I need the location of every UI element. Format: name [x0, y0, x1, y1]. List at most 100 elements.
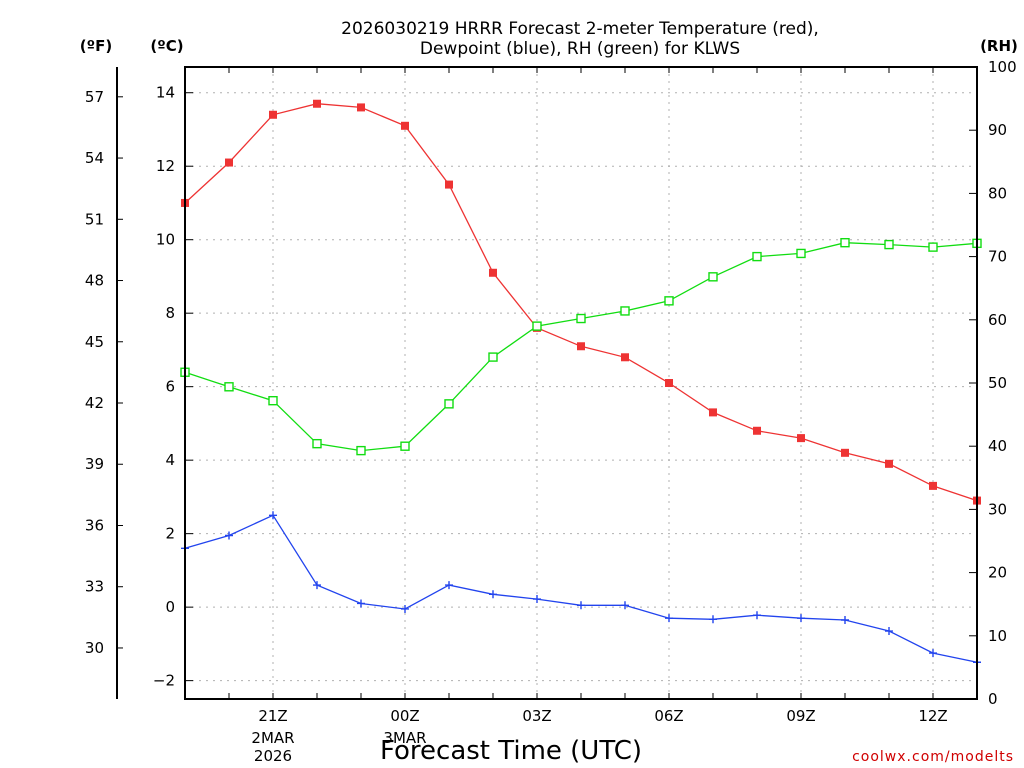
f-tick-label: 42 — [85, 394, 104, 412]
f-tick-label: 57 — [85, 88, 104, 106]
rh-point — [752, 251, 762, 262]
temperature-point — [709, 408, 717, 417]
c-tick-label: 6 — [165, 378, 175, 396]
chart-title-line2: Dewpoint (blue), RH (green) for KLWS — [420, 39, 740, 59]
dewpoint-point — [357, 599, 365, 608]
dewpoint-point — [885, 627, 893, 636]
rh-tick-label: 90 — [988, 121, 1007, 139]
date-label: 3MAR — [383, 729, 426, 747]
temperature-point — [621, 353, 629, 362]
temperature-point — [753, 426, 761, 435]
fahrenheit-unit-label: (ºF) — [80, 37, 112, 55]
f-tick-label: 30 — [85, 639, 104, 657]
rh-point — [400, 441, 410, 451]
c-tick-label: 4 — [165, 451, 175, 469]
f-tick-label: 36 — [85, 516, 104, 534]
dewpoint-point — [225, 531, 233, 540]
temperature-point — [313, 99, 321, 108]
dewpoint-point — [797, 614, 805, 623]
c-tick-label: 8 — [165, 304, 175, 322]
rh-point — [840, 237, 850, 248]
date-label: 2026 — [254, 747, 292, 765]
temperature-point — [665, 379, 673, 387]
c-tick-label: 14 — [156, 84, 175, 102]
rh-unit-label: (RH) — [980, 37, 1018, 55]
rh-tick-label: 80 — [988, 184, 1007, 202]
dewpoint-point — [313, 581, 321, 590]
date-label: 2MAR — [251, 729, 294, 747]
chart-title-line1: 2026030219 HRRR Forecast 2-meter Tempera… — [341, 19, 819, 39]
rh-point — [620, 306, 630, 316]
temperature-point — [797, 434, 805, 443]
temperature-point — [489, 268, 497, 277]
dewpoint-point — [269, 511, 277, 520]
c-tick-label: 2 — [165, 525, 175, 543]
rh-series — [180, 237, 982, 456]
rh-tick-label: 0 — [988, 690, 998, 708]
x-tick-label: 06Z — [654, 707, 683, 725]
f-tick-label: 45 — [85, 333, 104, 351]
rh-point — [356, 445, 366, 456]
x-tick-label: 21Z — [258, 707, 287, 725]
rh-tick-label: 10 — [988, 627, 1007, 645]
rh-tick-label: 40 — [988, 437, 1007, 455]
dewpoint-point — [489, 590, 497, 599]
rh-tick-label: 30 — [988, 500, 1007, 518]
dewpoint-point — [533, 595, 541, 604]
rh-point — [708, 272, 718, 282]
rh-point — [576, 313, 586, 324]
dewpoint-point — [445, 581, 453, 590]
dewpoint-point — [841, 616, 849, 624]
credit-label: coolwx.com/modelts — [852, 749, 1014, 765]
x-tick-label: 03Z — [522, 707, 551, 725]
temperature-point — [269, 110, 277, 119]
rh-point — [664, 296, 674, 306]
temperature-point — [929, 481, 937, 490]
dewpoint-point — [665, 614, 673, 623]
c-tick-label: 10 — [156, 231, 175, 249]
x-tick-label: 00Z — [390, 707, 419, 725]
temperature-point — [885, 459, 893, 468]
rh-point — [796, 248, 806, 259]
rh-point — [444, 399, 454, 409]
temperature-point — [401, 121, 409, 130]
rh-tick-label: 70 — [988, 248, 1007, 266]
f-tick-label: 39 — [85, 455, 104, 473]
temperature-series — [181, 99, 981, 505]
dewpoint-point — [929, 649, 937, 658]
dewpoint-point — [709, 615, 717, 624]
rh-point — [312, 438, 322, 449]
rh-point — [268, 395, 278, 406]
dewpoint-point — [401, 604, 409, 613]
rh-tick-label: 60 — [988, 311, 1007, 329]
rh-point — [488, 352, 498, 362]
f-tick-label: 48 — [85, 272, 104, 290]
rh-tick-label: 50 — [988, 374, 1007, 392]
temperature-point — [225, 158, 233, 167]
f-tick-label: 51 — [85, 210, 104, 228]
temperature-point — [841, 448, 849, 457]
rh-tick-label: 100 — [988, 58, 1017, 76]
dewpoint-point — [577, 601, 585, 610]
c-tick-label: 12 — [156, 157, 175, 175]
temperature-point — [357, 103, 365, 112]
temperature-point — [577, 342, 585, 351]
x-axis-title: Forecast Time (UTC) — [380, 736, 642, 766]
temperature-line — [184, 103, 978, 502]
rh-point — [532, 321, 542, 331]
dewpoint-series — [181, 511, 981, 667]
c-tick-label: −2 — [153, 672, 175, 690]
x-tick-label: 12Z — [918, 707, 947, 725]
rh-tick-label: 20 — [988, 564, 1007, 582]
x-tick-label: 09Z — [786, 707, 815, 725]
series-layer — [180, 99, 982, 667]
temperature-point — [445, 180, 453, 189]
f-tick-label: 54 — [85, 149, 104, 167]
celsius-unit-label: (ºC) — [150, 37, 183, 55]
rh-point — [928, 242, 938, 252]
dewpoint-line — [184, 514, 978, 663]
axes — [116, 66, 978, 700]
rh-point — [884, 239, 894, 250]
